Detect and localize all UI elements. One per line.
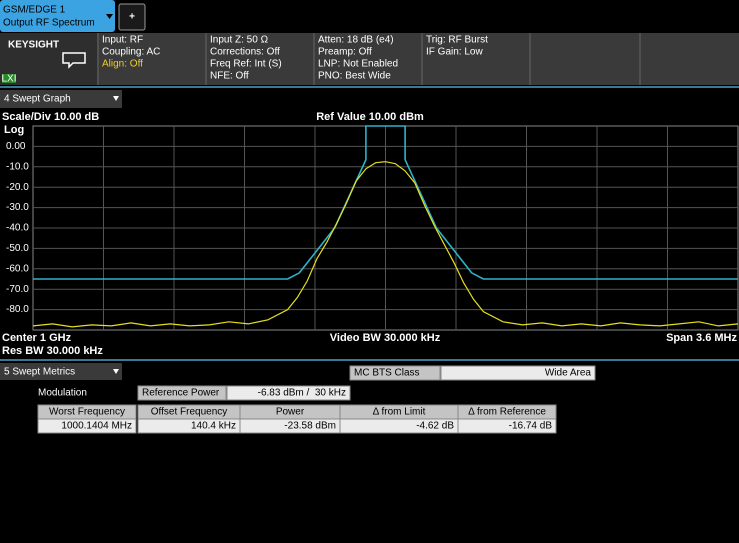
status-text: IF Gain: Low (426, 47, 483, 58)
data-text: -16.74 dB (509, 421, 553, 432)
message-icon[interactable] (62, 52, 86, 69)
ref-power-value: -6.83 dBm / 30 kHz (258, 388, 346, 399)
header-text: Worst Frequency (49, 407, 125, 418)
y-tick-label: -40.0 (6, 223, 29, 234)
data-cell (457, 418, 557, 434)
center-frequency: Center 1 GHz (2, 332, 72, 344)
graph-window-dropdown[interactable] (0, 90, 122, 108)
class-label-cell (349, 365, 441, 381)
logo-area[interactable] (0, 33, 97, 85)
y-tick-label: -50.0 (6, 243, 29, 254)
dropdown-arrow (113, 96, 119, 101)
y-tick-label: -20.0 (6, 182, 29, 193)
metrics-window-label: 5 Swept Metrics (4, 367, 75, 378)
ref-power-label-cell (137, 385, 227, 401)
info-separators (97, 33, 641, 85)
ref-power-value-cell (226, 385, 351, 401)
header-text: Δ from Reference (468, 407, 546, 418)
status-text: Coupling: AC (102, 47, 160, 58)
status-text: Trig: RF Burst (426, 35, 488, 46)
status-text: Align: Off (102, 59, 143, 70)
status-text: Input: RF (102, 35, 143, 46)
add-button[interactable] (118, 3, 146, 31)
y-tick-label: -80.0 (6, 304, 29, 315)
trace (32, 161, 739, 328)
tab-mode: GSM/EDGE 1 (3, 5, 66, 16)
logo: KEYSIGHT (8, 40, 59, 51)
tab-arrow (106, 14, 113, 19)
dropdown-arrow (113, 369, 119, 374)
graph-window-label: 4 Swept Graph (4, 94, 71, 105)
spectrum-plot: 0.00 -10.0 -20.0 -30.0 -40.0 -50.0 -60.0 -70.0 -… (6, 125, 739, 331)
class-value: Wide Area (545, 368, 592, 379)
tab-measurement: Output RF Spectrum (3, 18, 95, 29)
y-tick-label: -10.0 (6, 161, 29, 172)
status-text: NFE: Off (210, 71, 249, 82)
ref-label: Ref Value 10.00 dBm (316, 111, 424, 123)
data-text: -23.58 dBm (284, 421, 336, 432)
ref-power-label: Reference Power (142, 388, 220, 399)
status-text: LNP: Not Enabled (318, 59, 398, 70)
data-text: -4.62 dB (416, 421, 454, 432)
class-label: MC BTS Class (354, 368, 420, 379)
y-tick-label: 0.00 (6, 141, 26, 152)
header-text: Δ from Limit (373, 407, 426, 418)
lxi-label: LXI (1, 74, 16, 85)
status-text: Atten: 18 dB (e4) (318, 35, 394, 46)
lxi-badge (2, 74, 16, 83)
class-value-cell (440, 365, 596, 381)
status-text: Freq Ref: Int (S) (210, 59, 282, 70)
y-tick-label: -70.0 (6, 284, 29, 295)
trace (33, 125, 738, 280)
res-bw: Res BW 30.000 kHz (2, 345, 103, 357)
status-text: Input Z: 50 Ω (210, 35, 269, 46)
modulation-label: Modulation (38, 388, 87, 399)
span: Span 3.6 MHz (666, 332, 737, 344)
metrics-table: Worst Frequency Offset Frequency Power Δ fr… (37, 404, 557, 434)
status-text: PNO: Best Wide (318, 71, 391, 82)
header-text: Offset Frequency (151, 407, 228, 418)
info-bar (0, 33, 739, 85)
y-mode-label: Log (4, 124, 24, 136)
y-tick-label: -30.0 (6, 202, 29, 213)
header-text: Power (276, 407, 305, 418)
scale-label: Scale/Div 10.00 dB (2, 111, 99, 123)
video-bw: Video BW 30.000 kHz (330, 332, 441, 344)
y-tick-label: -60.0 (6, 263, 29, 274)
data-text: 1000.1404 MHz (61, 421, 132, 432)
add-button-label: + (129, 12, 135, 23)
status-text: Preamp: Off (318, 47, 372, 58)
data-text: 140.4 kHz (191, 421, 236, 432)
measurement-tab[interactable] (0, 0, 115, 32)
metrics-window-dropdown[interactable] (0, 363, 122, 380)
status-text: Corrections: Off (210, 47, 280, 58)
data-cell (37, 418, 137, 434)
